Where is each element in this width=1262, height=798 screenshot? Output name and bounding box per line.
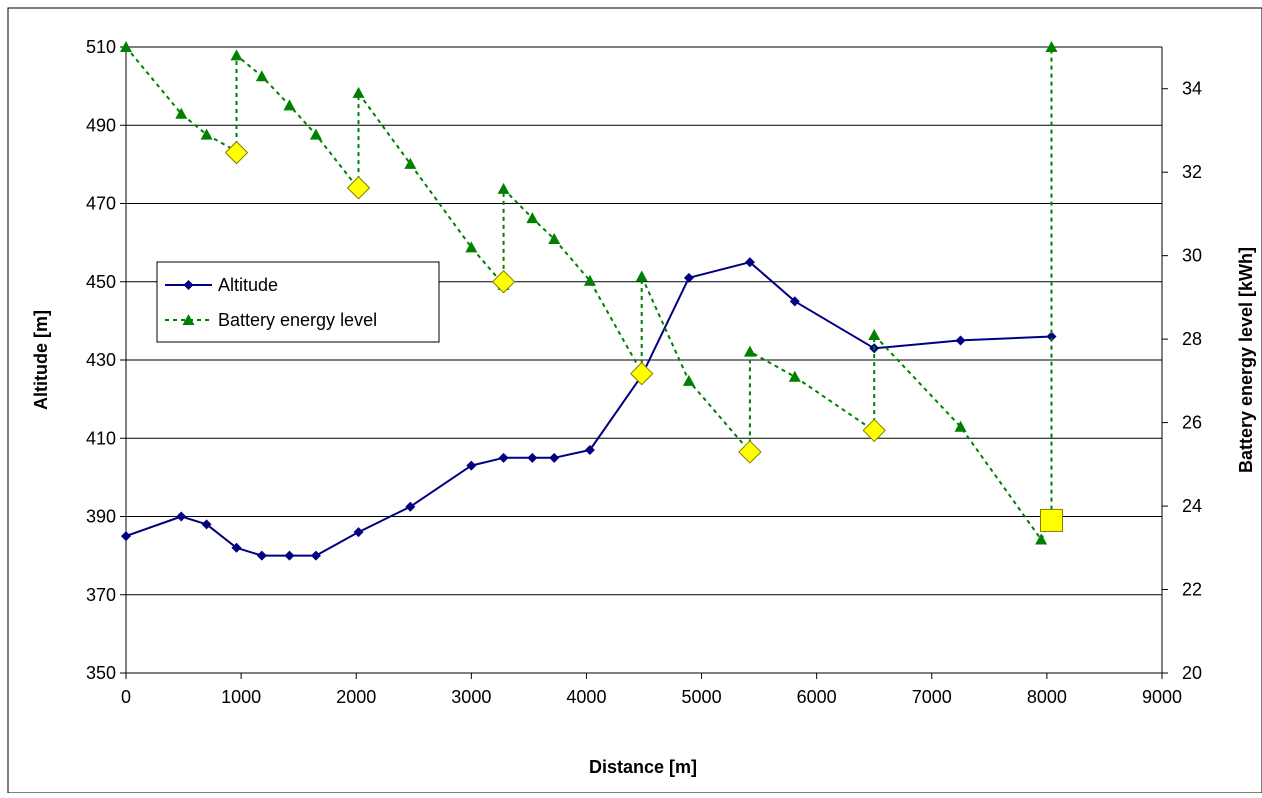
battery-point [583, 274, 596, 286]
battery-point [352, 86, 365, 98]
x-tick-label: 4000 [566, 687, 606, 707]
x-tick-label: 0 [121, 687, 131, 707]
battery-point [497, 182, 510, 194]
y-axis-right-title: Battery energy level [kWh] [1236, 247, 1256, 473]
altitude-point [955, 335, 966, 346]
charge-marker [224, 140, 249, 165]
x-tick-label: 3000 [451, 687, 491, 707]
charge-marker [346, 176, 371, 200]
battery-point [120, 41, 132, 52]
altitude-point [121, 531, 131, 542]
y-left-tick-label: 450 [86, 272, 116, 292]
series-2 [224, 140, 886, 464]
y-right-tick-label: 34 [1182, 79, 1202, 99]
altitude-point [584, 444, 595, 455]
altitude-point [256, 550, 267, 561]
y-left-tick-label: 490 [86, 115, 116, 135]
legend-altitude-marker [183, 280, 194, 290]
y-left-tick-label: 510 [86, 37, 116, 57]
altitude-point [353, 527, 364, 538]
charge-marker [491, 270, 516, 294]
altitude-point [284, 550, 295, 561]
battery-point [1045, 41, 1058, 52]
y-right-tick-label: 26 [1182, 413, 1202, 433]
legend-box [156, 261, 440, 343]
altitude-point [1046, 331, 1057, 342]
y-left-tick-label: 350 [86, 663, 116, 683]
y-left-tick-label: 370 [86, 585, 116, 605]
x-tick-label: 6000 [797, 687, 837, 707]
x-tick-label: 2000 [336, 687, 376, 707]
x-tick-label: 1000 [221, 687, 261, 707]
chart-frame [7, 7, 1262, 794]
altitude-point [466, 460, 477, 471]
battery-point [1035, 533, 1048, 545]
y-right-tick-label: 20 [1182, 663, 1202, 683]
battery-point [309, 128, 322, 140]
y-axis-left-title: Altitude [m] [31, 310, 51, 410]
battery-point [682, 374, 695, 386]
legend: Altitude Battery energy level [156, 261, 440, 343]
battery-point [283, 99, 296, 111]
altitude-point [231, 542, 242, 553]
battery-point [175, 107, 188, 119]
altitude-point [744, 257, 755, 268]
altitude-point [527, 452, 538, 463]
battery-point [868, 328, 881, 340]
battery-point [788, 370, 801, 382]
y-right-tick-label: 30 [1182, 246, 1202, 266]
y-left-tick-label: 390 [86, 507, 116, 527]
battery-point [255, 70, 268, 82]
battery-point [200, 128, 213, 140]
series [120, 41, 1063, 561]
charge-marker [862, 418, 886, 443]
y-left-tick-label: 470 [86, 194, 116, 214]
charge-marker [629, 361, 654, 386]
altitude-point [683, 272, 694, 283]
y-right-tick-label: 28 [1182, 329, 1202, 349]
altitude-point [789, 296, 800, 307]
battery-point [548, 232, 561, 244]
battery-point [404, 157, 417, 169]
y-right-tick-label: 32 [1182, 162, 1202, 182]
x-tick-label: 5000 [682, 687, 722, 707]
x-axis-title: Distance [m] [589, 757, 697, 777]
battery-point [526, 212, 539, 224]
battery-point [635, 270, 648, 282]
legend-altitude-label: Altitude [218, 275, 278, 295]
y-left-tick-label: 410 [86, 428, 116, 448]
altitude-point [498, 452, 509, 463]
legend-battery-marker [182, 314, 195, 325]
x-tick-label: 7000 [912, 687, 952, 707]
altitude-point [405, 501, 416, 512]
battery-point [743, 345, 756, 357]
legend-battery-label: Battery energy level [218, 310, 377, 330]
y-left-tick-label: 430 [86, 350, 116, 370]
axes: 350 370 390 410 430 450 470 490 510 20 22 24 26 28 30 3… [86, 37, 1202, 707]
altitude-point [310, 550, 321, 561]
charge-marker [738, 440, 762, 464]
x-tick-label: 9000 [1142, 687, 1182, 707]
altitude-point [176, 511, 187, 522]
battery-point [230, 49, 243, 61]
series-3 [1039, 508, 1063, 532]
altitude-point [549, 452, 560, 463]
x-tick-label: 8000 [1027, 687, 1067, 707]
y-right-tick-label: 22 [1182, 580, 1202, 600]
endpoint-marker [1039, 508, 1063, 532]
y-right-tick-label: 24 [1182, 496, 1202, 516]
battery-point [465, 241, 478, 253]
battery-point [954, 420, 967, 432]
series-0 [121, 257, 1057, 561]
altitude-point [201, 519, 212, 530]
